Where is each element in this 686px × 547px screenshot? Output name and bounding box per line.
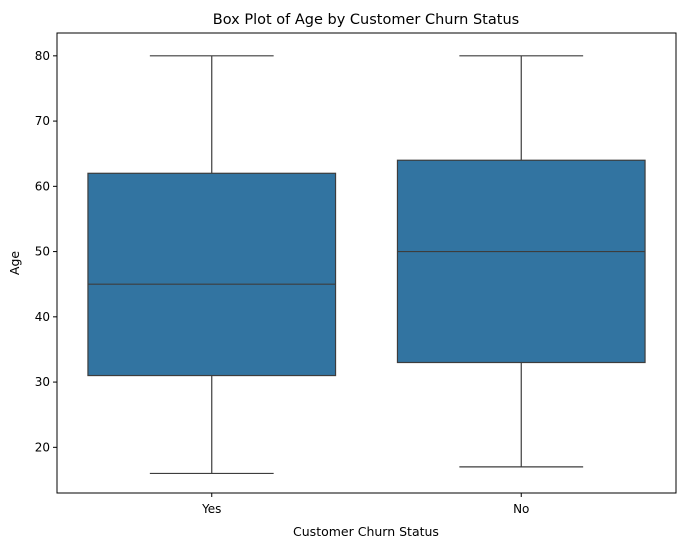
iqr-box: [396, 159, 646, 364]
box-yes: [87, 55, 337, 475]
x-axis: Yes No: [201, 493, 529, 516]
y-axis-label: Age: [7, 251, 22, 275]
chart-title: Box Plot of Age by Customer Churn Status: [213, 12, 519, 28]
x-axis-label: Customer Churn Status: [293, 524, 439, 539]
box-no: [396, 55, 646, 468]
y-tick-label: 70: [35, 114, 50, 128]
y-tick-label: 60: [35, 179, 50, 193]
y-tick-label: 80: [35, 49, 50, 63]
x-tick-label: Yes: [201, 502, 221, 516]
plot-area: [87, 55, 646, 475]
y-tick-label: 20: [35, 440, 50, 454]
x-tick-label: No: [513, 502, 529, 516]
iqr-box: [87, 172, 337, 377]
y-tick-label: 30: [35, 375, 50, 389]
plot-frame: [56, 32, 677, 494]
y-axis: 20 30 40 50 60 70 80: [35, 49, 57, 454]
y-tick-label: 50: [35, 245, 50, 259]
y-tick-label: 40: [35, 310, 50, 324]
